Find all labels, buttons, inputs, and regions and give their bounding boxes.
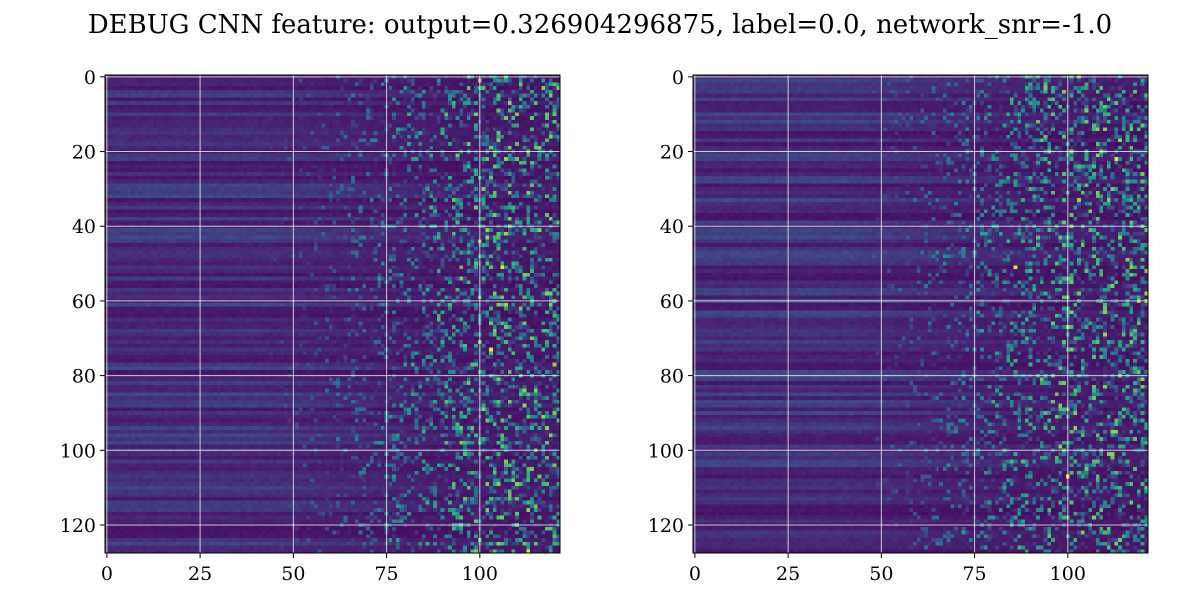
- x-tick-label: 0: [101, 563, 113, 585]
- x-tick-label: 50: [869, 563, 893, 585]
- y-tick-label: 100: [60, 440, 96, 462]
- y-tick-label: 80: [660, 366, 684, 388]
- y-tick-label: 100: [648, 440, 684, 462]
- x-tick-label: 25: [188, 563, 212, 585]
- figure-title: DEBUG CNN feature: output=0.326904296875…: [88, 10, 1112, 40]
- heatmap-panel-2: 0 25 50 75 100 0 20 40 60 80 100 120: [648, 67, 1149, 585]
- y-tick-label: 0: [84, 67, 96, 89]
- x-tick-label: 0: [689, 563, 701, 585]
- axes-frame: [692, 74, 1149, 554]
- y-tick-label: 60: [72, 291, 96, 313]
- y-tick-label: 60: [660, 291, 684, 313]
- heatmap-image: [105, 75, 560, 553]
- axes-frame: [104, 74, 561, 554]
- y-tick-label: 0: [672, 67, 684, 89]
- x-tick-label: 75: [962, 563, 986, 585]
- x-tick-label: 100: [462, 563, 498, 585]
- y-tick-label: 80: [72, 366, 96, 388]
- y-tick-label: 20: [660, 142, 684, 164]
- x-tick-label: 50: [281, 563, 305, 585]
- y-tick-label: 120: [60, 515, 96, 537]
- x-tick-label: 25: [776, 563, 800, 585]
- x-tick-label: 100: [1050, 563, 1086, 585]
- heatmap-image: [693, 75, 1148, 553]
- x-tick-label: 75: [374, 563, 398, 585]
- heatmap-panel-1: 0 25 50 75 100 0 20 40 60 80 100 120: [60, 67, 561, 585]
- y-tick-label: 120: [648, 515, 684, 537]
- y-tick-label: 40: [72, 216, 96, 238]
- y-tick-label: 20: [72, 142, 96, 164]
- y-tick-label: 40: [660, 216, 684, 238]
